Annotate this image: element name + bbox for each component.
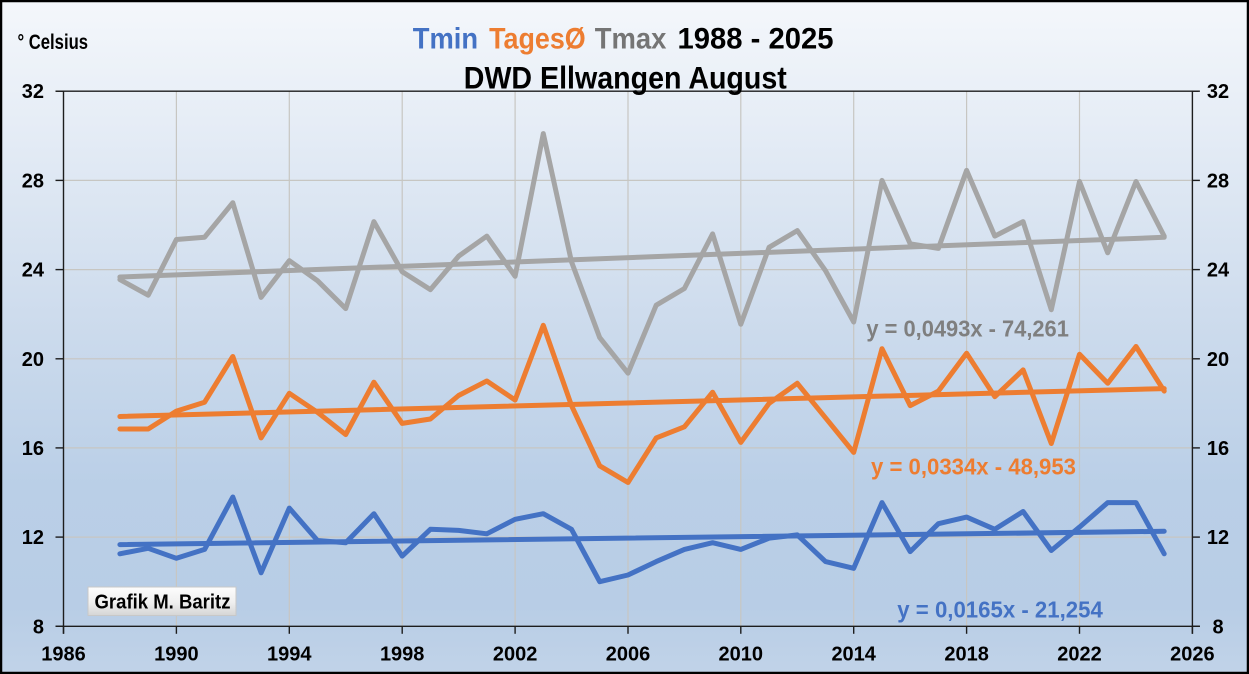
svg-text:2022: 2022: [1057, 644, 1102, 666]
svg-text:TagesØ: TagesØ: [489, 23, 586, 56]
svg-text:2006: 2006: [606, 644, 651, 666]
svg-text:24: 24: [22, 260, 45, 282]
svg-text:2002: 2002: [493, 644, 538, 666]
svg-text:Grafik M. Baritz: Grafik M. Baritz: [95, 592, 231, 614]
svg-text:1986: 1986: [41, 644, 86, 666]
svg-text:y = 0,0493x - 74,261: y = 0,0493x - 74,261: [866, 316, 1069, 342]
svg-text:24: 24: [1207, 260, 1230, 282]
svg-text:° Celsius: ° Celsius: [18, 31, 89, 54]
svg-text:20: 20: [1207, 349, 1229, 371]
svg-text:DWD Ellwangen August: DWD Ellwangen August: [464, 59, 787, 95]
svg-text:16: 16: [22, 438, 44, 460]
svg-text:y = 0,0165x - 21,254: y = 0,0165x - 21,254: [897, 597, 1103, 623]
svg-text:2010: 2010: [719, 644, 764, 666]
svg-text:12: 12: [22, 527, 44, 549]
svg-text:12: 12: [1207, 527, 1229, 549]
svg-text:2026: 2026: [1170, 644, 1215, 666]
svg-text:28: 28: [1207, 170, 1229, 192]
svg-text:1990: 1990: [154, 644, 199, 666]
svg-text:28: 28: [22, 170, 44, 192]
svg-text:2018: 2018: [944, 644, 989, 666]
svg-text:y = 0,0334x - 48,953: y = 0,0334x - 48,953: [871, 453, 1076, 479]
svg-text:1994: 1994: [267, 644, 312, 666]
svg-text:2014: 2014: [831, 644, 876, 666]
svg-text:1998: 1998: [380, 644, 425, 666]
svg-text:20: 20: [22, 349, 44, 371]
svg-text:1988 - 2025: 1988 - 2025: [678, 23, 834, 56]
svg-text:16: 16: [1207, 438, 1229, 460]
svg-text:32: 32: [22, 81, 44, 103]
svg-text:8: 8: [1212, 616, 1223, 638]
svg-text:Tmax: Tmax: [595, 23, 667, 56]
svg-text:Tmin: Tmin: [413, 23, 478, 56]
svg-text:32: 32: [1207, 81, 1229, 103]
svg-text:8: 8: [33, 616, 44, 638]
